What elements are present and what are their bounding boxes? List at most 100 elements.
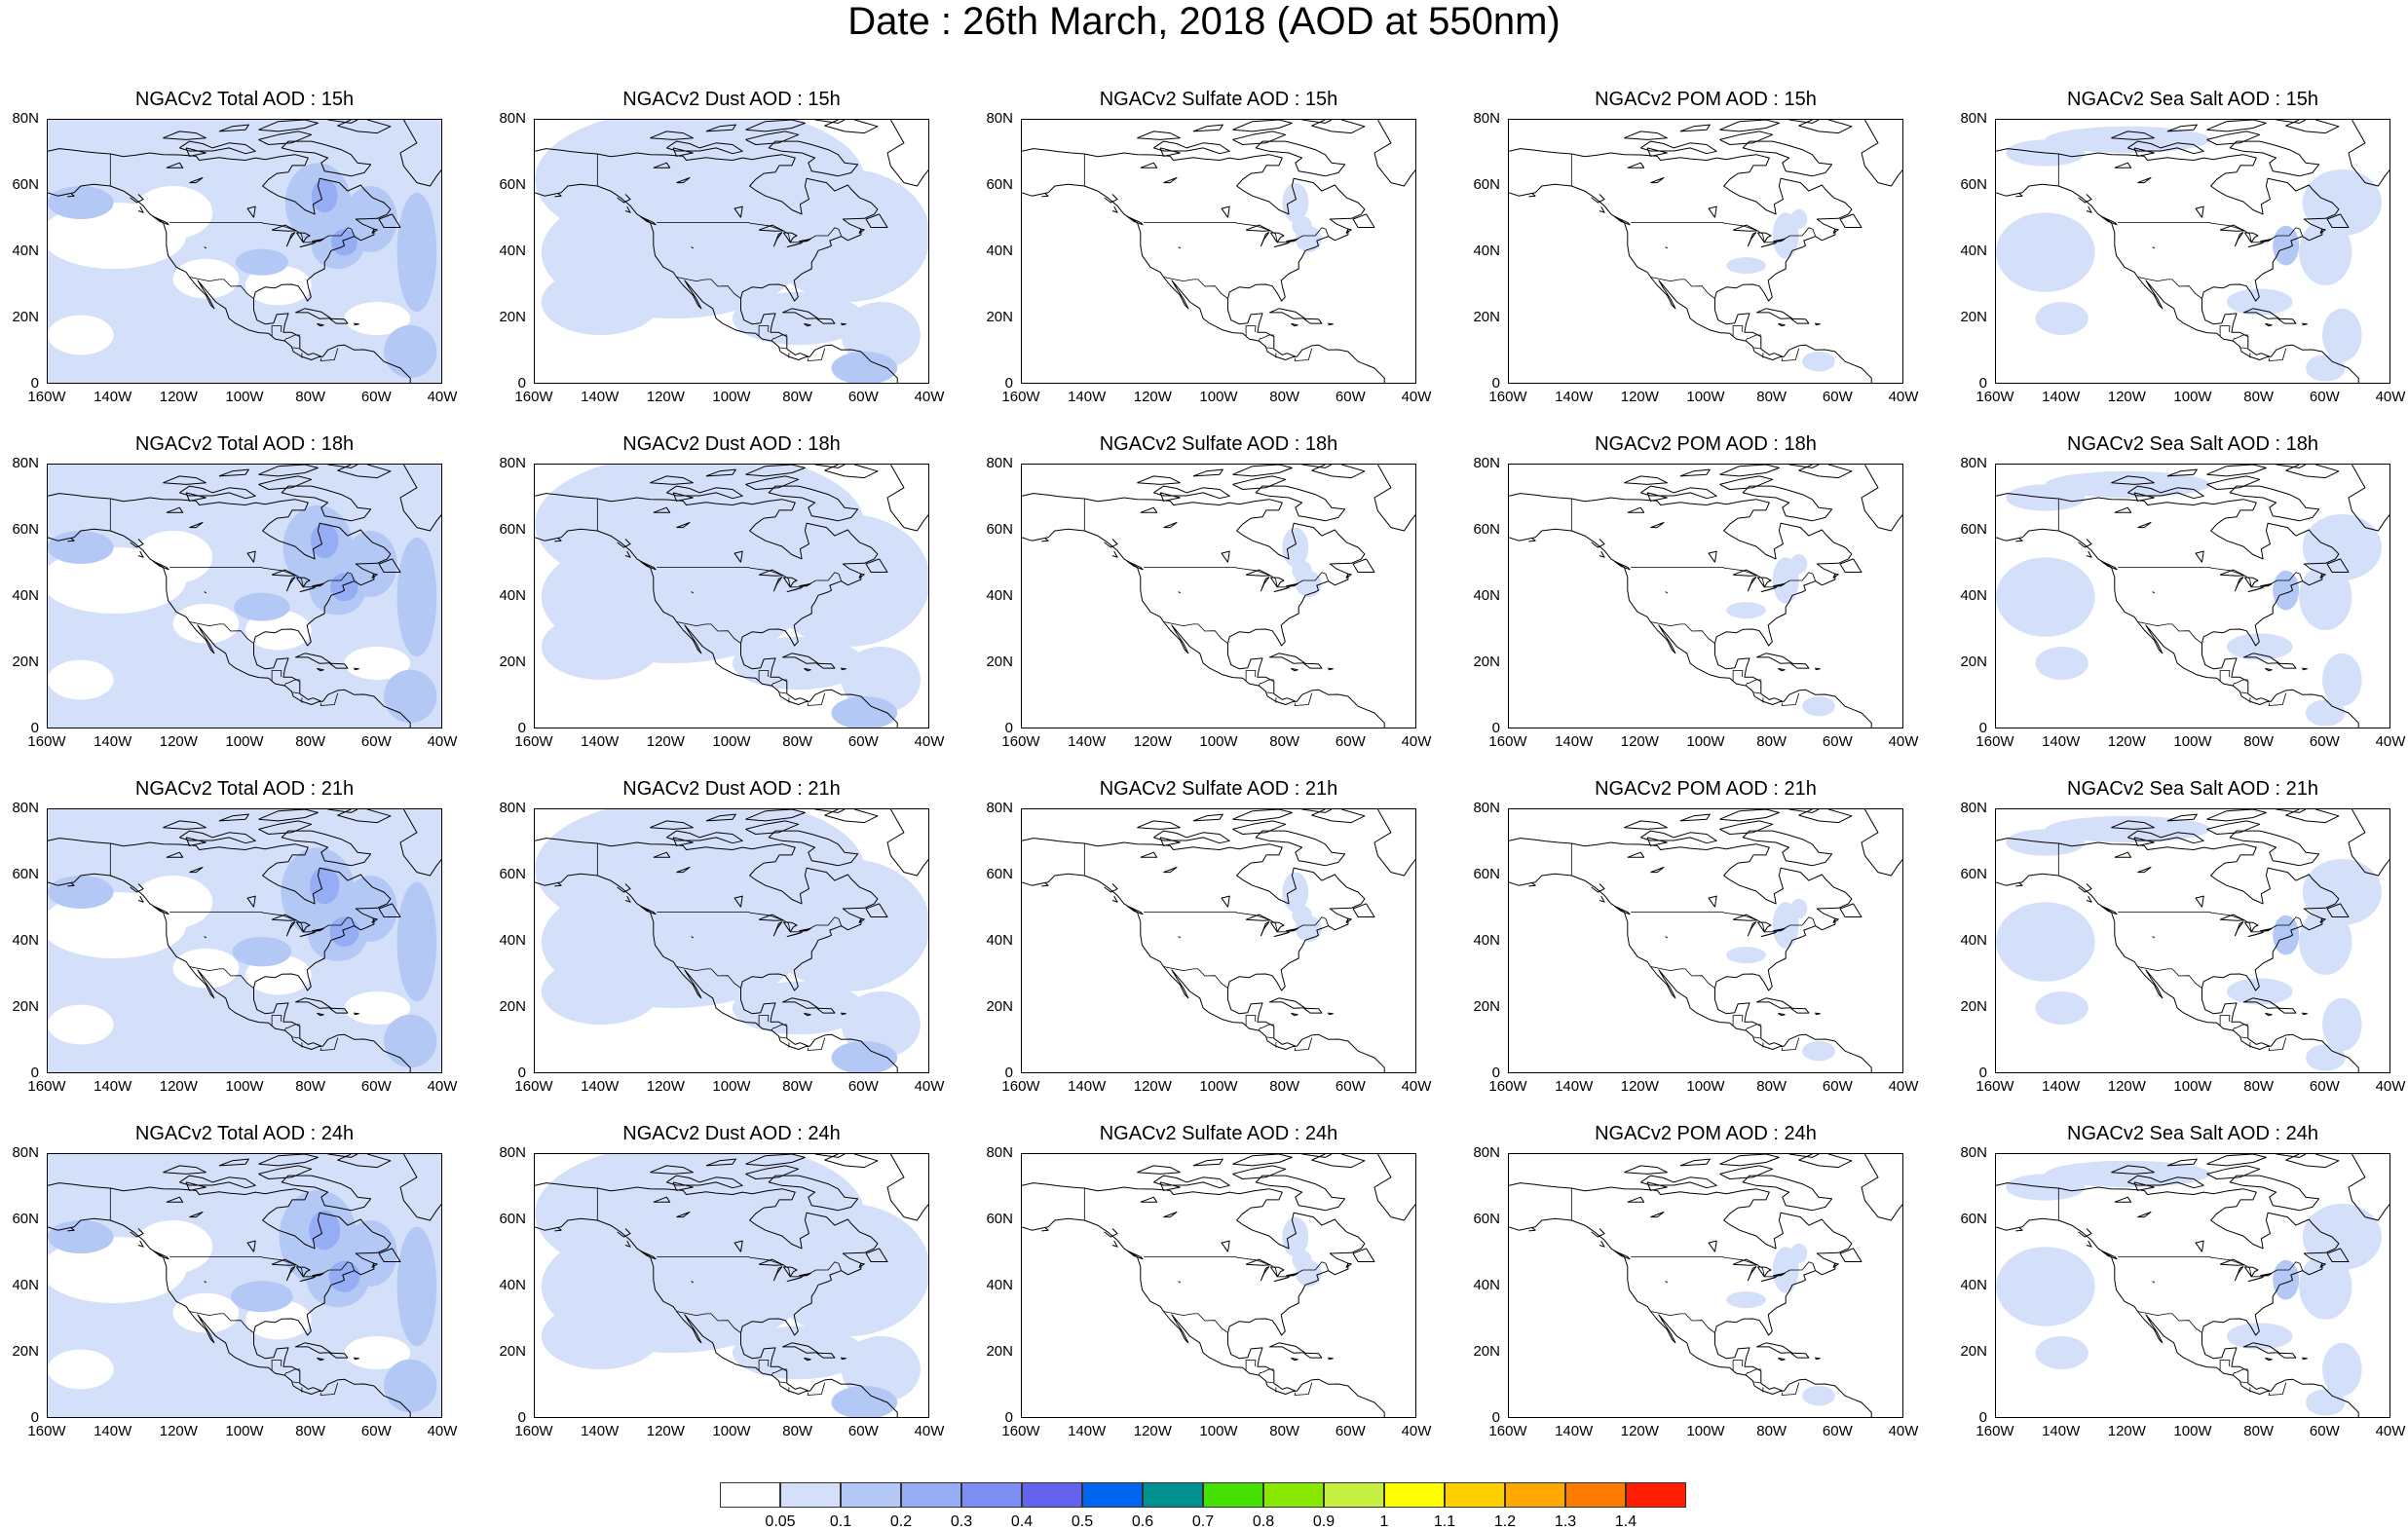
aod-shade-region: [2302, 169, 2382, 236]
island-outline: [1679, 124, 1711, 132]
map-panel-dust-24h: NGACv2 Dust AOD : 24h 80N 60N 40N 20N 0 160W 14…: [487, 1123, 944, 1439]
island-outline: [1814, 1357, 1821, 1361]
island-outline: [317, 1357, 324, 1362]
lon-tick-label: 120W: [1620, 733, 1659, 750]
lat-tick-label: 60N: [1960, 866, 1987, 882]
island-outline: [1104, 194, 1118, 204]
island-outline: [1624, 820, 1668, 830]
aod-shade-region: [1790, 898, 1808, 919]
lon-tick-label: 140W: [94, 1423, 132, 1439]
country-border: [189, 1311, 254, 1333]
coastline-west: [48, 873, 411, 1072]
island-outline: [1232, 809, 1293, 822]
coastline-layer: [1509, 120, 1902, 383]
island-outline: [327, 120, 358, 124]
aod-shade-region: [384, 1359, 437, 1413]
country-border: [771, 1368, 788, 1376]
map-frame: [1508, 119, 1903, 384]
island-outline: [1041, 882, 1049, 887]
map-frame: [1021, 808, 1416, 1073]
country-border: [292, 1381, 300, 1384]
country-border: [1753, 347, 1761, 350]
lat-tick-label: 60N: [499, 521, 526, 538]
aod-background-shade: [1022, 1154, 1415, 1417]
map-panel-sulfate-15h: NGACv2 Sulfate AOD : 15h 80N 60N 40N 20N 0 160…: [974, 89, 1431, 405]
aod-shade-region: [831, 1041, 898, 1072]
map-frame: [534, 464, 929, 728]
island-outline: [1373, 809, 1415, 877]
lat-tick-label: 80N: [986, 800, 1013, 816]
lon-tick-label: 80W: [782, 1423, 813, 1439]
island-outline: [2111, 475, 2155, 485]
lon-tick-label: 160W: [1001, 1423, 1040, 1439]
lon-tick-label: 40W: [1401, 1423, 1432, 1439]
lake-outline: [786, 587, 803, 593]
island-outline: [163, 1165, 207, 1175]
island-outline: [2015, 538, 2023, 542]
lake-outline: [1286, 582, 1298, 587]
map-frame: [1995, 119, 2390, 384]
lat-tick-label: 60N: [986, 521, 1013, 538]
map-panel-seasalt-15h: NGACv2 Sea Salt AOD : 15h 80N 60N 40N 20N 0 16…: [1948, 89, 2405, 405]
island-outline: [2206, 120, 2267, 132]
island-outline: [1126, 1250, 1144, 1260]
aod-map: [1996, 809, 2389, 1072]
lat-tick-label: 0: [1491, 720, 1500, 736]
panel-title: NGACv2 Sulfate AOD : 18h: [1099, 433, 1338, 455]
lat-tick-label: 60N: [1960, 521, 1987, 538]
map-frame: [47, 119, 442, 384]
lat-tick-label: 80N: [499, 800, 526, 816]
aod-shade-region: [765, 859, 928, 991]
island-outline: [1646, 837, 1668, 846]
island-outline: [294, 308, 331, 319]
lat-tick-label: 20N: [12, 998, 39, 1015]
island-outline: [554, 1227, 562, 1232]
map-frame: [47, 464, 442, 728]
country-border: [169, 567, 356, 588]
island-outline: [378, 213, 401, 228]
country-border: [1631, 222, 1817, 243]
island-outline: [1303, 1007, 1323, 1014]
panel-title: NGACv2 POM AOD : 24h: [1595, 1123, 1817, 1144]
island-outline: [281, 830, 372, 867]
island-outline: [624, 550, 631, 558]
island-outline: [281, 1175, 372, 1212]
lake-outline: [1627, 506, 1645, 513]
aod-shade-region: [310, 867, 340, 905]
island-outline: [1640, 140, 1717, 155]
lake-outline: [1260, 232, 1270, 247]
lake-outline: [2234, 1266, 2244, 1282]
lake-outline: [1178, 591, 1181, 594]
aod-shade-region: [2322, 308, 2362, 362]
colorbar-label: 0.9: [1312, 1513, 1336, 1530]
lake-outline: [782, 921, 798, 933]
lake-outline: [312, 1272, 324, 1277]
lon-tick-label: 100W: [225, 1423, 264, 1439]
island-outline: [218, 468, 249, 477]
lake-outline: [1221, 205, 1230, 218]
country-border: [676, 277, 741, 299]
island-outline: [2111, 131, 2155, 140]
lake-outline: [799, 927, 811, 932]
island-outline: [152, 560, 169, 571]
country-border: [2137, 1311, 2202, 1333]
country-border: [1781, 348, 1800, 361]
island-outline: [886, 1154, 928, 1221]
island-outline: [1861, 1154, 1902, 1221]
lake-outline: [285, 921, 296, 937]
country-border: [320, 1037, 339, 1051]
island-outline: [804, 1012, 811, 1017]
island-outline: [258, 465, 319, 477]
island-outline: [2229, 140, 2320, 177]
aod-map: [48, 809, 441, 1072]
coastline-layer: [1996, 1154, 2389, 1417]
colorbar-swatch: [1324, 1482, 1384, 1508]
lon-tick-label: 80W: [2243, 1078, 2275, 1095]
coastline-layer: [1022, 1154, 1415, 1417]
island-outline: [2242, 1342, 2279, 1354]
lat-tick-label: 20N: [986, 998, 1013, 1015]
aod-map: [535, 1154, 928, 1417]
country-border: [1732, 1015, 1744, 1027]
lon-tick-label: 160W: [1488, 389, 1527, 405]
country-border: [676, 621, 741, 644]
